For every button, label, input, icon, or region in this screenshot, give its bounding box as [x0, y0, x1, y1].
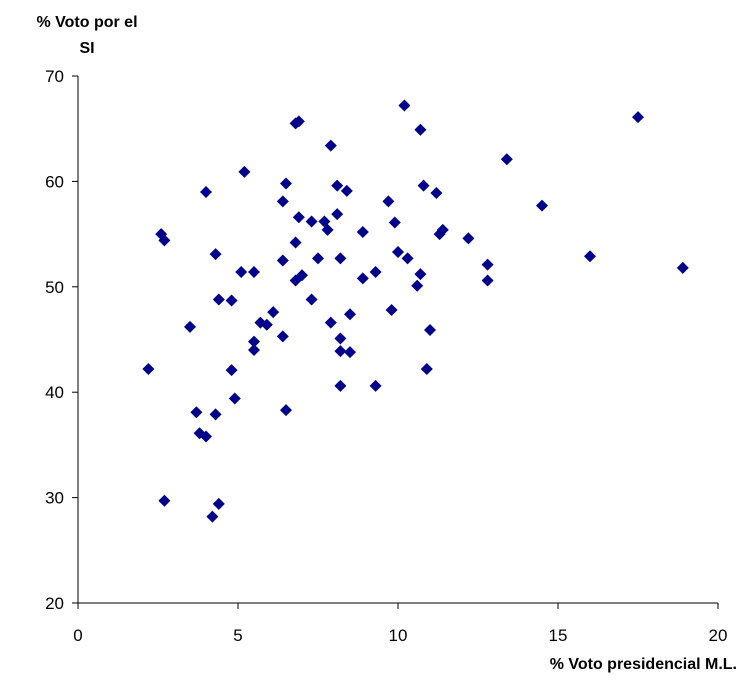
data-point [324, 139, 337, 152]
data-points [142, 99, 689, 523]
data-point [289, 236, 302, 249]
x-tick-label: 15 [549, 626, 568, 645]
y-tick-label: 70 [45, 67, 64, 86]
data-point [228, 392, 241, 405]
data-point [238, 165, 251, 178]
x-tick-label: 20 [709, 626, 728, 645]
data-point [334, 252, 347, 265]
data-point [200, 430, 212, 443]
data-point [280, 177, 292, 190]
data-point [462, 232, 475, 245]
data-point [200, 185, 212, 198]
data-point [401, 252, 414, 265]
data-point [382, 195, 395, 208]
data-point [260, 318, 273, 331]
data-point [411, 279, 424, 292]
y-tick-label: 50 [45, 278, 64, 297]
data-point [398, 99, 411, 112]
y-axis-title-line-2: SI [79, 40, 95, 57]
data-point [388, 216, 401, 229]
data-point [305, 293, 318, 306]
data-point [190, 406, 203, 419]
data-point [344, 308, 356, 321]
data-point [632, 111, 644, 124]
y-tick-label: 40 [45, 383, 64, 402]
data-point [481, 274, 494, 287]
x-tick-label: 5 [233, 626, 242, 645]
data-point [209, 408, 222, 421]
y-tick-label: 30 [45, 489, 64, 508]
data-point [209, 248, 222, 261]
y-tick-label: 60 [45, 172, 64, 191]
data-point [235, 266, 248, 279]
data-point [584, 250, 596, 263]
data-point [312, 252, 324, 265]
data-point [248, 335, 260, 348]
data-point [142, 363, 155, 376]
data-point [344, 346, 356, 359]
data-point [331, 208, 344, 221]
data-point [276, 254, 289, 267]
data-point [296, 269, 308, 282]
data-point [417, 179, 430, 192]
data-point [225, 364, 238, 377]
data-point [369, 266, 382, 279]
data-point [369, 379, 382, 392]
data-point [158, 494, 171, 507]
data-point [436, 223, 449, 236]
data-point [392, 246, 404, 259]
data-point [334, 345, 347, 358]
data-point [424, 324, 436, 337]
data-point [184, 320, 196, 333]
data-point [340, 184, 353, 197]
x-tick-label: 10 [389, 626, 408, 645]
tick-marks [72, 75, 719, 609]
x-axis-title: % Voto presidencial M.L. [549, 656, 737, 673]
data-point [276, 330, 289, 343]
data-point [324, 316, 337, 329]
data-point [334, 332, 347, 345]
data-point [356, 225, 369, 238]
data-point [331, 179, 344, 192]
data-point [225, 294, 238, 307]
data-point [267, 306, 280, 319]
data-point [292, 211, 305, 224]
data-point [212, 293, 225, 306]
data-point [334, 379, 347, 392]
y-tick-label: 20 [45, 594, 64, 613]
x-tick-label: 0 [73, 626, 82, 645]
data-point [420, 363, 433, 376]
tick-labels: 20 30 40 50 60 70 0 5 10 15 20 [45, 67, 727, 645]
data-point [676, 261, 689, 274]
data-point [414, 268, 427, 281]
axes [77, 76, 718, 604]
data-point [158, 234, 171, 247]
data-point [481, 258, 494, 271]
data-point [356, 272, 369, 285]
y-axis-title: % Voto por el SI [12, 10, 162, 62]
data-point [248, 344, 260, 357]
data-point [536, 199, 548, 212]
data-point [212, 497, 225, 510]
data-point [500, 153, 513, 166]
data-point [385, 303, 398, 316]
data-point [248, 266, 260, 279]
y-axis-title-line-1: % Voto por el [36, 14, 138, 31]
data-point [305, 215, 318, 228]
data-point [414, 123, 427, 136]
data-point [430, 186, 443, 199]
data-point [276, 195, 289, 208]
data-point [321, 223, 334, 236]
data-point [292, 115, 305, 128]
data-point [280, 404, 292, 417]
data-point [206, 510, 219, 523]
